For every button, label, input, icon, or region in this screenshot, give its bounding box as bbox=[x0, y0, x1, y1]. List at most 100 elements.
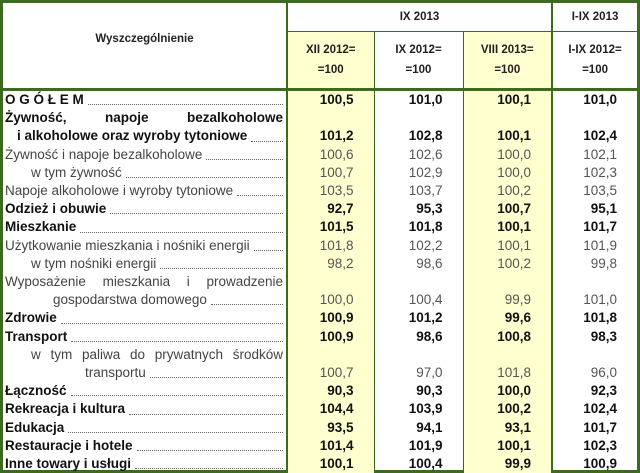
value-cell: 101,8 bbox=[373, 218, 463, 237]
table-row: w tym żywność 100,7 102,9 100,0 102,3 bbox=[3, 163, 638, 183]
row-label: Mieszkanie bbox=[3, 218, 288, 237]
value-cell: 101,8 bbox=[551, 309, 638, 328]
value-cell: 101,9 bbox=[551, 236, 638, 255]
value-cell: 100,1 bbox=[287, 455, 374, 473]
header-title: Wyszczególnienie bbox=[3, 3, 288, 90]
dot-leader bbox=[237, 195, 283, 197]
value-cell: 90,3 bbox=[287, 382, 374, 401]
value-cell: 100,0 bbox=[462, 163, 553, 183]
table-row: Użytkowanie mieszkania i nośniki energii… bbox=[3, 236, 638, 255]
header-col-1-line1: XII 2012= bbox=[305, 44, 356, 56]
value-cell: 100,0 bbox=[462, 145, 553, 164]
value-cell: 100,2 bbox=[462, 254, 553, 274]
value-cell: 100,9 bbox=[287, 309, 374, 328]
value-cell: 100,7 bbox=[287, 163, 374, 183]
value-cell: 101,9 bbox=[373, 436, 463, 456]
header-col-2: IX 2012= =100 bbox=[373, 31, 463, 90]
row-label: Zdrowie bbox=[3, 309, 288, 328]
dot-leader bbox=[206, 158, 283, 160]
table-body: O G Ó Ł E M 100,5 101,0 100,1 101,0 Żywność, … bbox=[3, 89, 638, 473]
row-label: Restauracje i hotele bbox=[3, 436, 288, 456]
dot-leader bbox=[251, 140, 283, 142]
row-label: Żywność i napoje bezalkoholowe bbox=[3, 145, 288, 164]
row-label: w tym żywność bbox=[3, 163, 288, 183]
value-cell: 103,5 bbox=[551, 182, 638, 201]
value-cell: 102,3 bbox=[551, 436, 638, 456]
value-cell: 95,1 bbox=[551, 200, 638, 219]
row-label: w tym nośniki energii bbox=[3, 254, 288, 274]
row-label: O G Ó Ł E M bbox=[3, 89, 288, 110]
dot-leader bbox=[70, 395, 283, 397]
value-cell: 100,8 bbox=[462, 327, 553, 346]
dot-leader bbox=[125, 177, 283, 179]
value-cell: 102,8 bbox=[373, 109, 463, 146]
value-cell: 101,7 bbox=[551, 418, 638, 437]
dot-leader bbox=[160, 268, 283, 270]
value-cell: 100,2 bbox=[462, 400, 553, 419]
row-label-text: Inne towary i usługi bbox=[5, 456, 132, 472]
value-cell: 100,4 bbox=[373, 455, 463, 473]
value-cell: 102,6 bbox=[373, 145, 463, 164]
header-col-1-line2: =100 bbox=[317, 64, 344, 76]
value-cell: 98,6 bbox=[373, 254, 463, 274]
value-cell: 100,1 bbox=[462, 89, 553, 110]
table-row: Żywność i napoje bezalkoholowe 100,6 102,6… bbox=[3, 145, 638, 164]
value-cell: 100,1 bbox=[462, 218, 553, 237]
value-cell: 102,1 bbox=[551, 145, 638, 164]
row-label: Wyposażenie mieszkania i prowadzenie gosp… bbox=[3, 273, 288, 310]
table-row: O G Ó Ł E M 100,5 101,0 100,1 101,0 bbox=[3, 89, 638, 110]
row-label-text: Napoje alkoholowe i wyroby tytoniowe bbox=[5, 183, 234, 199]
table-row: Wyposażenie mieszkania i prowadzenie gosp… bbox=[3, 273, 638, 310]
value-cell: 100,9 bbox=[287, 327, 374, 346]
header-col-4-line2: =100 bbox=[582, 64, 608, 76]
row-label: Rekreacja i kultura bbox=[3, 400, 288, 419]
value-cell: 101,0 bbox=[373, 89, 463, 110]
value-cell: 98,2 bbox=[287, 254, 374, 274]
row-label-text: w tym nośniki energii bbox=[31, 255, 157, 271]
header-col-3: VIII 2013= =100 bbox=[462, 31, 553, 90]
value-cell: 95,3 bbox=[373, 200, 463, 219]
header-col-2-line2: =100 bbox=[405, 64, 432, 76]
table-row: Mieszkanie 101,5 101,8 100,1 101,7 bbox=[3, 218, 638, 237]
row-label: Użytkowanie mieszkania i nośniki energii bbox=[3, 236, 288, 255]
row-label: Inne towary i usługi bbox=[3, 455, 288, 473]
value-cell: 100,1 bbox=[462, 436, 553, 456]
row-label-line1: Żywność, napoje bezalkoholowe bbox=[5, 110, 283, 126]
value-cell: 99,9 bbox=[462, 455, 553, 473]
table-row: Edukacja 93,5 94,1 93,1 101,7 bbox=[3, 418, 638, 437]
dot-leader bbox=[135, 468, 283, 470]
value-cell: 93,5 bbox=[287, 418, 374, 437]
dot-leader bbox=[60, 322, 283, 324]
value-cell: 103,5 bbox=[287, 182, 374, 201]
value-cell: 104,4 bbox=[287, 400, 374, 419]
value-cell: 102,2 bbox=[373, 236, 463, 255]
table-row: Inne towary i usługi 100,1 100,4 99,9 100,9 bbox=[3, 455, 638, 473]
dot-leader bbox=[149, 377, 283, 379]
row-label-text: Rekreacja i kultura bbox=[5, 401, 126, 417]
row-label-text: Transport bbox=[5, 328, 68, 344]
row-label-text: Zdrowie bbox=[5, 310, 57, 326]
value-cell: 98,3 bbox=[551, 327, 638, 346]
table-row: Żywność, napoje bezalkoholowe i alkoholow… bbox=[3, 109, 638, 146]
dot-leader bbox=[87, 104, 283, 106]
value-cell: 100,1 bbox=[462, 109, 553, 146]
value-cell: 102,9 bbox=[373, 163, 463, 183]
header-group-ix-2013: IX 2013 bbox=[287, 3, 553, 32]
row-label-text: Użytkowanie mieszkania i nośniki energii bbox=[5, 237, 250, 253]
dot-leader bbox=[71, 340, 283, 342]
row-label: Napoje alkoholowe i wyroby tytoniowe bbox=[3, 182, 288, 201]
value-cell: 100,7 bbox=[462, 200, 553, 219]
dot-leader bbox=[80, 231, 283, 233]
value-cell: 103,9 bbox=[373, 400, 463, 419]
table-row: Restauracje i hotele 101,4 101,9 100,1 102,3 bbox=[3, 436, 638, 456]
value-cell: 101,5 bbox=[287, 218, 374, 237]
row-label: w tym paliwa do prywatnych środków transp… bbox=[3, 345, 288, 383]
row-label: Żywność, napoje bezalkoholowe i alkoholow… bbox=[3, 109, 288, 146]
cpi-table: Wyszczególnienie IX 2013 I-IX 2013 XII 2… bbox=[3, 3, 638, 473]
row-label-text: w tym żywność bbox=[31, 164, 122, 180]
row-label: Odzież i obuwie bbox=[3, 200, 288, 219]
value-cell: 100,2 bbox=[462, 182, 553, 201]
header-col-2-line1: IX 2012= bbox=[395, 44, 442, 56]
value-cell: 100,6 bbox=[287, 145, 374, 164]
